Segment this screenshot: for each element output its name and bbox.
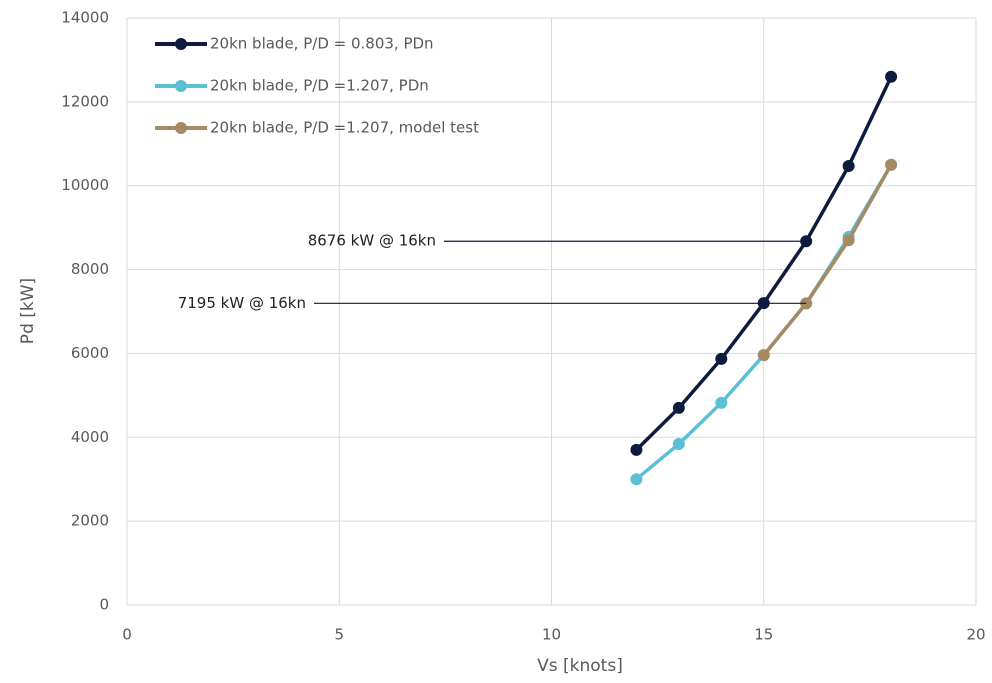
y-tick-label: 12000 (61, 92, 109, 110)
data-point (885, 159, 897, 171)
legend-label: 20kn blade, P/D =1.207, PDn (210, 77, 429, 95)
x-tick-label: 10 (542, 626, 561, 644)
x-tick-label: 5 (334, 626, 344, 644)
data-point (758, 349, 770, 361)
legend-marker (175, 122, 187, 134)
y-tick-label: 2000 (71, 512, 109, 530)
data-point (885, 71, 897, 83)
y-tick-label: 14000 (61, 9, 109, 27)
y-tick-label: 8000 (71, 260, 109, 278)
y-tick-label: 4000 (71, 428, 109, 446)
data-point (843, 234, 855, 246)
data-point (673, 438, 685, 450)
y-tick-label: 0 (99, 596, 109, 614)
x-tick-label: 0 (122, 626, 132, 644)
data-point (715, 353, 727, 365)
y-axis-label: Pd [kW] (18, 278, 38, 344)
chart: Vs [knots] Pd [kW] 0 2000 4000 6000 8000 1000… (0, 0, 992, 683)
annotation: 8676 kW @ 16kn (308, 232, 436, 250)
legend-marker (175, 38, 187, 50)
data-point (630, 444, 642, 456)
x-tick-label: 15 (754, 626, 773, 644)
legend-label: 20kn blade, P/D = 0.803, PDn (210, 35, 434, 53)
data-point (843, 160, 855, 172)
x-axis-label: Vs [knots] (537, 656, 623, 676)
data-point (715, 397, 727, 409)
y-tick-label: 10000 (61, 176, 109, 194)
y-tick-label: 6000 (71, 344, 109, 362)
annotation: 7195 kW @ 16kn (178, 294, 306, 312)
series-line (764, 165, 891, 355)
legend-marker (175, 80, 187, 92)
data-point (630, 473, 642, 485)
x-tick-label: 20 (966, 626, 985, 644)
legend-label: 20kn blade, P/D =1.207, model test (210, 119, 479, 137)
data-point (673, 402, 685, 414)
